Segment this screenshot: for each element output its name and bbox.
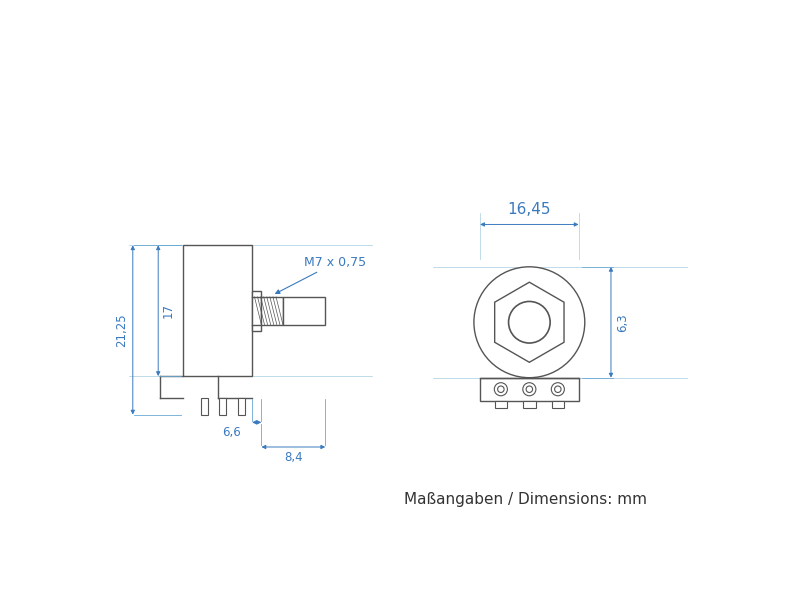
Text: 21,25: 21,25: [114, 313, 128, 347]
Polygon shape: [494, 282, 564, 362]
Circle shape: [526, 386, 533, 392]
Bar: [523, 401, 535, 409]
Bar: [183, 245, 252, 376]
Circle shape: [494, 383, 507, 396]
Circle shape: [523, 383, 536, 396]
Text: 16,45: 16,45: [507, 202, 551, 217]
Text: M7 x 0,75: M7 x 0,75: [276, 256, 366, 293]
Bar: [494, 401, 507, 409]
Bar: [552, 401, 564, 409]
Circle shape: [551, 383, 564, 396]
Text: 6,6: 6,6: [222, 426, 242, 439]
Circle shape: [509, 301, 550, 343]
Bar: [480, 377, 578, 401]
Circle shape: [498, 386, 504, 392]
Circle shape: [474, 267, 585, 377]
Bar: [201, 398, 208, 415]
Text: 6,3: 6,3: [616, 313, 629, 332]
Bar: [238, 398, 245, 415]
Bar: [252, 290, 262, 331]
Bar: [283, 297, 326, 325]
Text: Maßangaben / Dimensions: mm: Maßangaben / Dimensions: mm: [404, 492, 647, 507]
Bar: [262, 297, 283, 325]
Text: 17: 17: [162, 303, 174, 318]
Bar: [219, 398, 226, 415]
Text: 8,4: 8,4: [284, 451, 302, 464]
Circle shape: [554, 386, 561, 392]
